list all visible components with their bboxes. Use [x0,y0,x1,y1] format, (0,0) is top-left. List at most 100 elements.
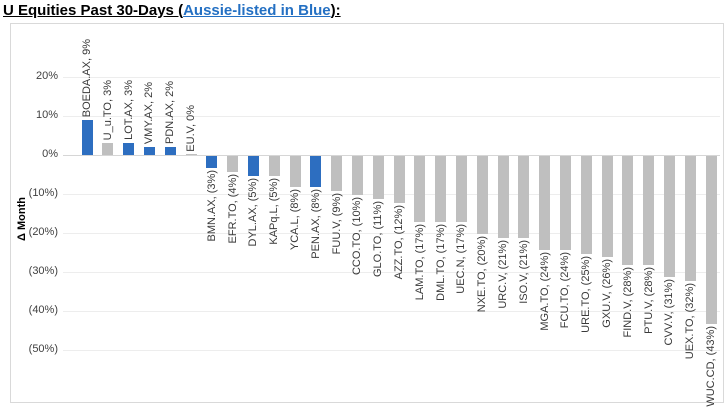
bar-label-wrap: BOEDA.AX, 9% [76,24,98,117]
bar-label-MGA.TO: MGA.TO, (24%) [538,251,551,331]
bar-label-wrap: EFR.TO, (4%) [222,174,244,404]
title-highlight: Aussie-listed in Blue [183,2,331,19]
zero-axis-line [63,155,720,156]
bar-VMY.AX [143,147,155,155]
y-tick-label: 0% [42,148,58,160]
bar-label-wrap: DML.TO, (17%) [430,224,452,404]
bar-UEC.N [455,156,467,223]
gridline [63,116,720,117]
bar-label-wrap: DYL.AX, (5%) [242,178,264,405]
bar-label-FUU.V: FUU.V, (9%) [330,193,343,255]
bar-label-wrap: AZZ.TO, (12%) [388,205,410,404]
bar-label-KAPq.L: KAPq.L, (5%) [268,177,281,245]
bar-label-wrap: ISO.V, (21%) [513,240,535,404]
bar-label-LAM.TO: LAM.TO, (17%) [413,224,426,301]
bar-label-FIND.V: FIND.V, (28%) [621,267,634,338]
gridline [63,350,720,351]
bar-label-wrap: PTU.V, (28%) [638,267,660,404]
bar-label-wrap: FUU.V, (9%) [326,193,348,404]
bar-label-wrap: LAM.TO, (17%) [409,224,431,404]
bar-label-wrap: GLO.TO, (11%) [367,201,389,404]
bar-label-BOEDA.AX: BOEDA.AX, 9% [81,38,93,117]
bar-label-URE.TO: URE.TO, (25%) [580,255,593,333]
bar-label-PDN.AX: PDN.AX, 2% [164,81,177,145]
bar-label-ISO.V: ISO.V, (21%) [517,239,530,304]
bar-label-GXU.V: GXU.V, (26%) [601,259,613,329]
y-tick-label: (10%) [28,187,58,199]
bar-label-CCO.TO: CCO.TO, (10%) [351,197,364,276]
bar-GLO.TO [372,156,384,199]
bar-label-wrap: MGA.TO, (24%) [534,252,556,404]
bar-label-wrap: LOT.AX, 3% [118,24,140,140]
bar-label-NXE.TO: NXE.TO, (20%) [476,236,489,313]
bar-U_u.TO [102,143,114,155]
bar-PTU.V [643,156,655,266]
bar-CVV.V [663,156,675,277]
bar-label-wrap: BMN.AX, (3%) [201,170,223,404]
bar-PEN.AX [310,156,322,188]
bar-label-EU.V: EU.V, 0% [185,105,197,152]
gridline [63,272,720,273]
bar-label-YCA.L: YCA.L, (8%) [289,189,301,251]
bar-label-UEC.N: UEC.N, (17%) [455,224,468,294]
bar-label-wrap: GXU.V, (26%) [596,259,618,404]
title-suffix: ): [330,2,341,19]
bar-label-wrap: EU.V, 0% [180,24,202,152]
bar-label-EFR.TO: EFR.TO, (4%) [226,173,239,244]
bar-label-wrap: CVV.V, (31%) [658,279,680,404]
bar-PDN.AX [164,147,176,155]
gridline [63,233,720,234]
bar-DML.TO [435,156,447,223]
bar-label-PTU.V: PTU.V, (28%) [642,267,655,335]
bar-label-wrap: KAPq.L, (5%) [263,178,285,405]
bar-FUU.V [331,156,343,192]
bar-label-LOT.AX: LOT.AX, 3% [122,80,135,141]
bar-label-WUC.CD: WUC.CD, (43%) [705,325,717,407]
bar-label-VMY.AX: VMY.AX, 2% [143,82,156,145]
y-tick-label: (30%) [28,265,58,277]
bar-URE.TO [580,156,592,254]
y-tick-label: 10% [35,109,58,121]
bar-label-URC.V: URC.V, (21%) [497,239,509,309]
bar-label-PEN.AX: PEN.AX, (8%) [309,189,322,259]
bar-BMN.AX [206,156,218,168]
gridline [63,77,720,78]
bar-label-DYL.AX: DYL.AX, (5%) [247,177,260,246]
bar-FIND.V [622,156,634,266]
bar-label-FCU.TO: FCU.TO, (24%) [559,251,572,328]
y-tick-label: 20% [35,70,58,82]
bar-label-wrap: UEC.N, (17%) [450,224,472,404]
bar-label-wrap: U_u.TO, 3% [97,24,119,140]
bar-label-wrap: NXE.TO, (20%) [471,236,493,404]
bar-WUC.CD [705,156,717,324]
bar-LOT.AX [123,143,135,155]
bar-label-CVV.V: CVV.V, (31%) [663,278,676,346]
gridline [63,194,720,195]
bar-NXE.TO [476,156,488,234]
bar-KAPq.L [268,156,280,176]
bar-label-AZZ.TO: AZZ.TO, (12%) [393,204,405,280]
bar-ISO.V [518,156,530,238]
bar-label-wrap: WUC.CD, (43%) [700,325,722,407]
bar-YCA.L [289,156,301,188]
chart-area: Δ Month 20% 10% 0% (10%) (20%) (30%) (40%) (50%… [10,23,724,407]
bar-label-U_u.TO: U_u.TO, 3% [101,79,114,141]
bar-label-wrap: UEX.TO, (32%) [679,283,701,404]
bar-BOEDA.AX [81,119,93,155]
bar-label-wrap: CCO.TO, (10%) [346,197,368,404]
bar-DYL.AX [247,156,259,176]
bar-AZZ.TO [393,156,405,203]
y-tick-label: (50%) [28,343,58,355]
bar-MGA.TO [539,156,551,250]
y-tick-label: (20%) [28,226,58,238]
bar-label-wrap: URC.V, (21%) [492,240,514,404]
bar-label-wrap: URE.TO, (25%) [575,256,597,405]
bar-label-GLO.TO: GLO.TO, (11%) [372,200,385,277]
bar-URC.V [497,156,509,238]
bar-label-DML.TO: DML.TO, (17%) [434,224,447,302]
bar-EFR.TO [227,156,239,172]
bar-label-wrap: PEN.AX, (8%) [305,189,327,404]
bar-UEX.TO [684,156,696,281]
bar-FCU.TO [559,156,571,250]
page-title: U Equities Past 30-Days (Aussie-listed i… [3,2,341,19]
